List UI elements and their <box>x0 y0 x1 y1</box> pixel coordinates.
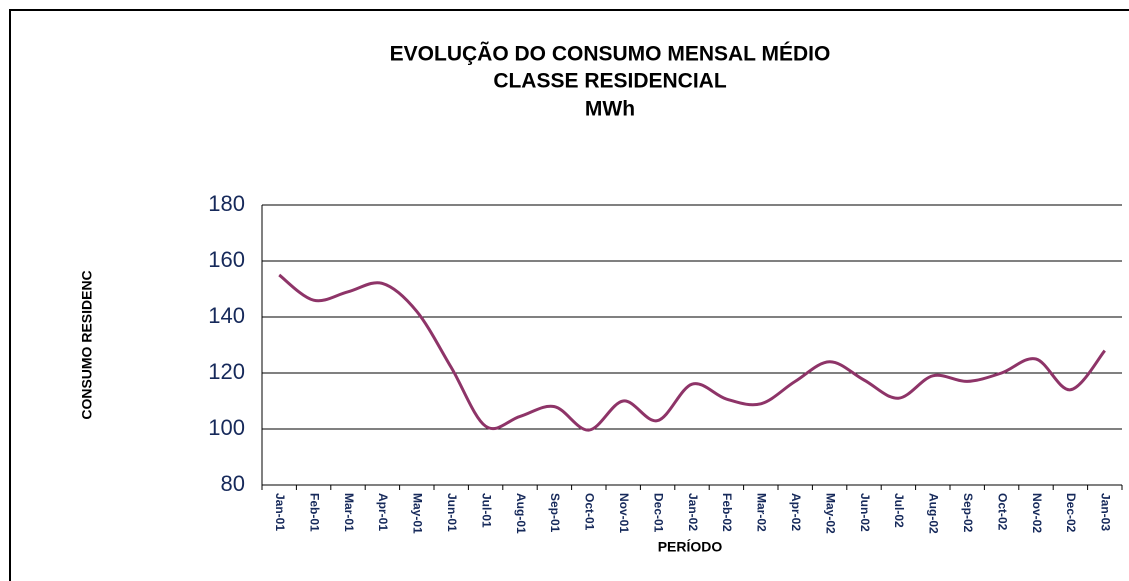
chart-title: EVOLUÇÃO DO CONSUMO MENSAL MÉDIO <box>390 43 831 66</box>
x-tick-label: Dec-01 <box>651 493 665 533</box>
y-axis-label: CONSUMO RESIDENC <box>79 270 95 419</box>
x-tick-label: Mar-01 <box>342 493 356 532</box>
x-tick-label: May-02 <box>823 493 837 534</box>
x-tick-label: Aug-01 <box>514 493 528 534</box>
x-tick-label: Jun-01 <box>445 493 459 532</box>
x-tick-label: Sep-02 <box>961 493 975 533</box>
x-axis-label: PERÍODO <box>658 539 723 555</box>
x-tick-label: Aug-02 <box>927 493 941 534</box>
y-tick-label: 140 <box>208 303 245 328</box>
x-tick-label: Jan-02 <box>686 493 700 531</box>
y-tick-label: 120 <box>208 359 245 384</box>
data-line <box>278 273 1106 432</box>
x-tick-label: Sep-01 <box>548 493 562 533</box>
x-tick-label: Oct-02 <box>995 493 1009 531</box>
x-tick-label: Jul-02 <box>892 493 906 528</box>
x-tick-label: Mar-02 <box>755 493 769 532</box>
x-tick-label: Apr-01 <box>376 493 390 531</box>
x-tick-label: Jan-01 <box>273 493 287 531</box>
x-tick-label: Jun-02 <box>858 493 872 532</box>
x-tick-label: Jan-03 <box>1099 493 1113 531</box>
x-tick-label: Feb-01 <box>307 493 321 532</box>
y-tick-label: 80 <box>221 471 245 496</box>
chart-title: CLASSE RESIDENCIAL <box>493 70 727 93</box>
y-tick-label: 100 <box>208 415 245 440</box>
x-tick-label: Oct-01 <box>583 493 597 531</box>
x-tick-label: Dec-02 <box>1064 493 1078 533</box>
x-tick-label: Feb-02 <box>720 493 734 532</box>
chart-title: MWh <box>585 98 635 121</box>
chart-frame <box>9 9 1129 581</box>
y-tick-label: 180 <box>208 191 245 216</box>
x-tick-label: Nov-01 <box>617 493 631 533</box>
x-tick-label: Nov-02 <box>1030 493 1044 533</box>
x-tick-label: Apr-02 <box>789 493 803 531</box>
y-tick-label: 160 <box>208 247 245 272</box>
x-tick-label: May-01 <box>411 493 425 534</box>
x-tick-label: Jul-01 <box>479 493 493 528</box>
